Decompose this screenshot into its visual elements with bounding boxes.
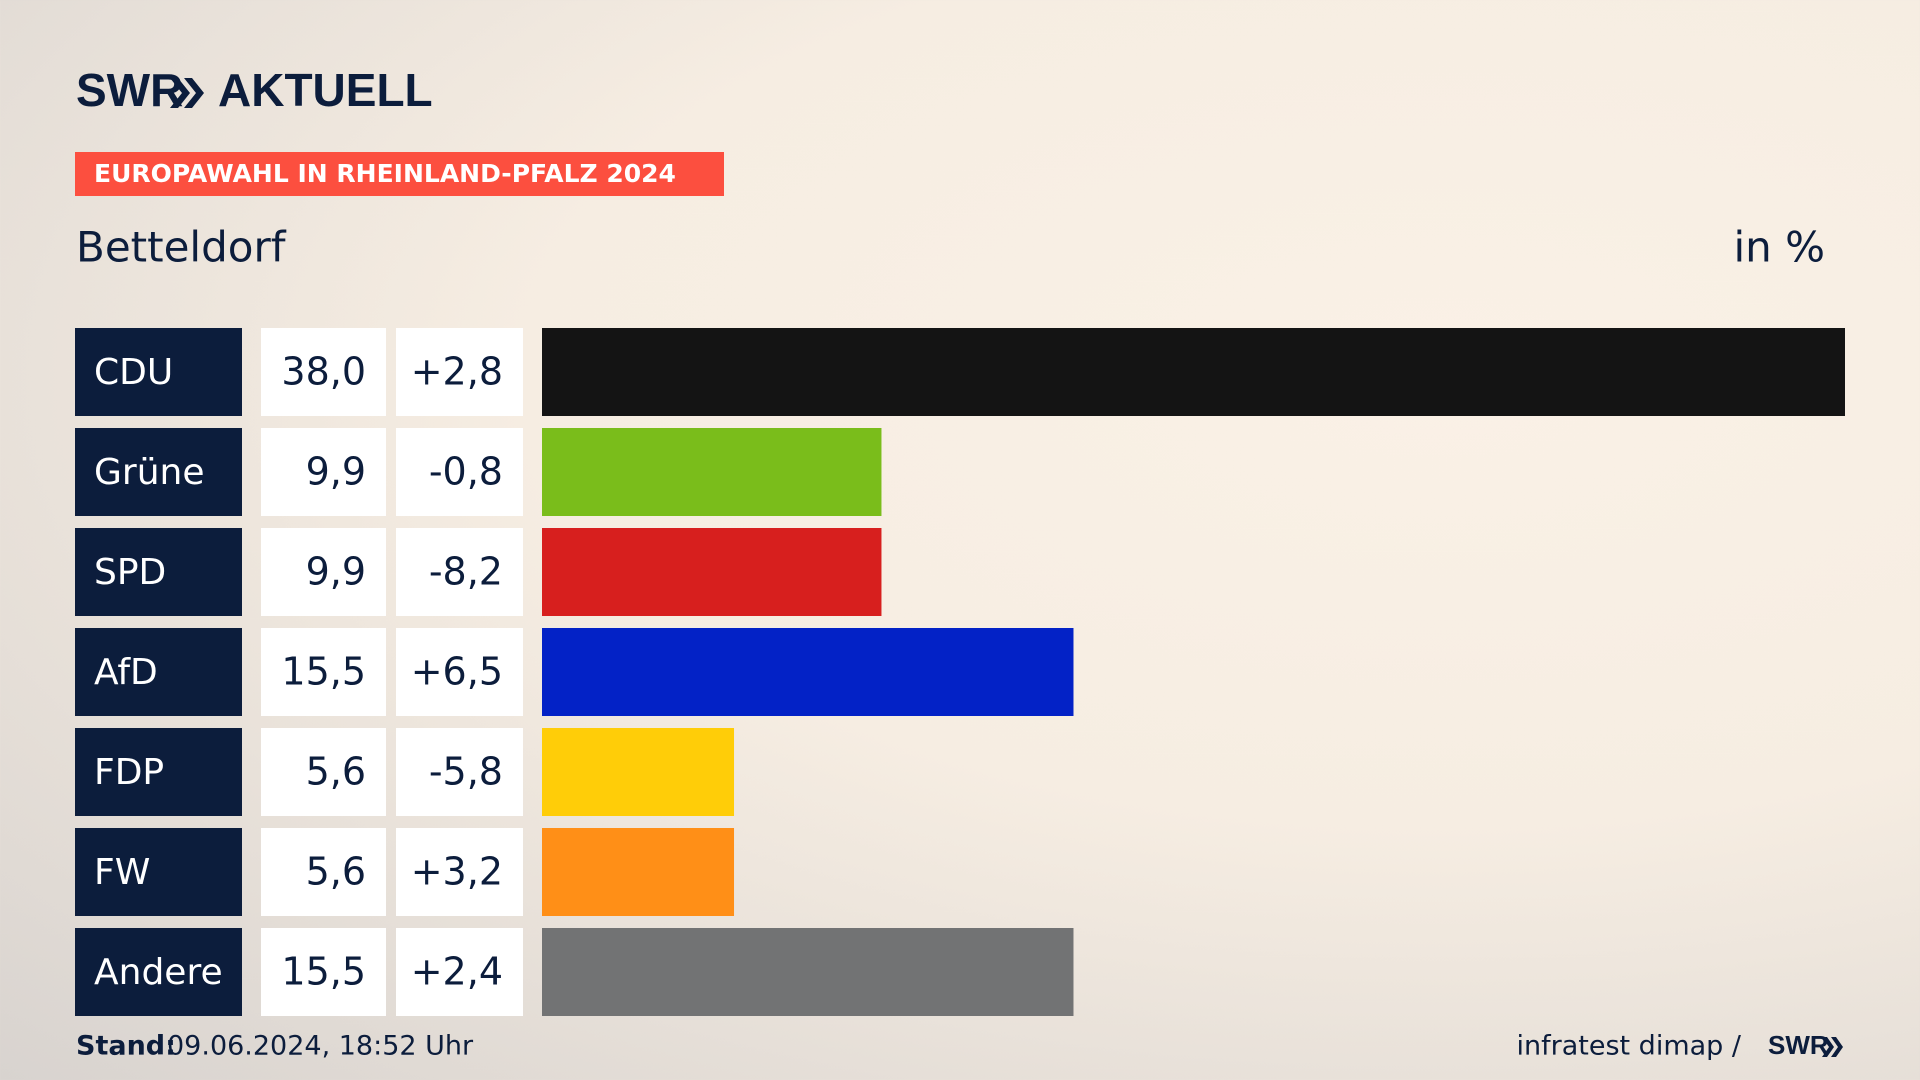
category-label: Andere [94, 952, 223, 993]
change-label: +3,2 [411, 850, 503, 894]
value-box [261, 728, 386, 816]
value-box [261, 928, 386, 1016]
value-label: 15,5 [281, 950, 366, 994]
source-chevrons [1822, 1037, 1843, 1057]
label-box [75, 328, 242, 416]
value-label: 9,9 [306, 450, 366, 494]
label-box [75, 628, 242, 716]
label-box [75, 428, 242, 516]
change-box [396, 628, 523, 716]
change-label: -0,8 [429, 450, 503, 494]
value-box [261, 828, 386, 916]
stand-label: Stand: [76, 1031, 176, 1062]
change-box [396, 328, 523, 416]
change-box [396, 428, 523, 516]
change-label: +2,4 [411, 950, 503, 994]
source-logo: SWR [1768, 1030, 1829, 1060]
bar [542, 328, 1845, 416]
unit: in % [1733, 223, 1825, 272]
label-box [75, 828, 242, 916]
logo-aktuell: AKTUELL [218, 64, 433, 116]
change-box [396, 828, 523, 916]
category-label: Grüne [94, 452, 204, 493]
change-label: +6,5 [411, 650, 503, 694]
change-box [396, 528, 523, 616]
logo-chevrons [170, 78, 204, 108]
change-label: -8,2 [429, 550, 503, 594]
bar [542, 728, 735, 816]
change-label: -5,8 [429, 750, 503, 794]
value-label: 15,5 [281, 650, 366, 694]
value-label: 38,0 [281, 350, 366, 394]
bar [542, 428, 882, 516]
label-box [75, 728, 242, 816]
value-box [261, 328, 386, 416]
label-box [75, 528, 242, 616]
category-label: FW [94, 852, 150, 893]
value-box [261, 628, 386, 716]
stand-value: 09.06.2024, 18:52 Uhr [167, 1031, 474, 1062]
value-label: 5,6 [306, 850, 366, 894]
category-label: SPD [94, 552, 166, 593]
badge-bg [75, 152, 724, 196]
value-box [261, 428, 386, 516]
change-box [396, 728, 523, 816]
value-label: 5,6 [306, 750, 366, 794]
bar [542, 928, 1074, 1016]
category-label: AfD [94, 652, 158, 693]
logo-swr: SWR [76, 64, 183, 116]
chart-title: Betteldorf [76, 223, 287, 272]
bar [542, 828, 735, 916]
bar [542, 528, 882, 616]
value-label: 9,9 [306, 550, 366, 594]
badge: EUROPAWAHL IN RHEINLAND-PFALZ 2024 [94, 159, 676, 188]
change-box [396, 928, 523, 1016]
category-label: CDU [94, 352, 173, 393]
label-box [75, 928, 242, 1016]
source: infratest dimap / [1516, 1031, 1741, 1062]
value-box [261, 528, 386, 616]
change-label: +2,8 [411, 350, 503, 394]
category-label: FDP [94, 752, 164, 793]
bar [542, 628, 1074, 716]
